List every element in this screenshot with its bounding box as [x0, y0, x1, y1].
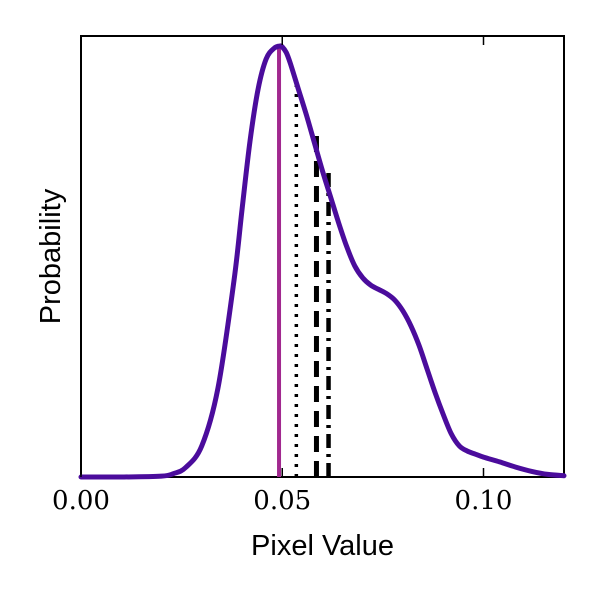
x-tick-label: 0.05 — [253, 486, 311, 516]
reference-lines — [277, 46, 331, 477]
x-axis-label: Pixel Value — [251, 530, 394, 562]
plot-frame — [80, 35, 565, 478]
series-line-density-curve — [78, 43, 567, 480]
x-tick-label: 0.10 — [455, 486, 513, 516]
x-axis-ticks: 0.00 0.05 0.10 — [52, 36, 512, 516]
x-tick-label: 0.00 — [52, 486, 110, 516]
y-axis-label: Probability — [35, 188, 67, 324]
